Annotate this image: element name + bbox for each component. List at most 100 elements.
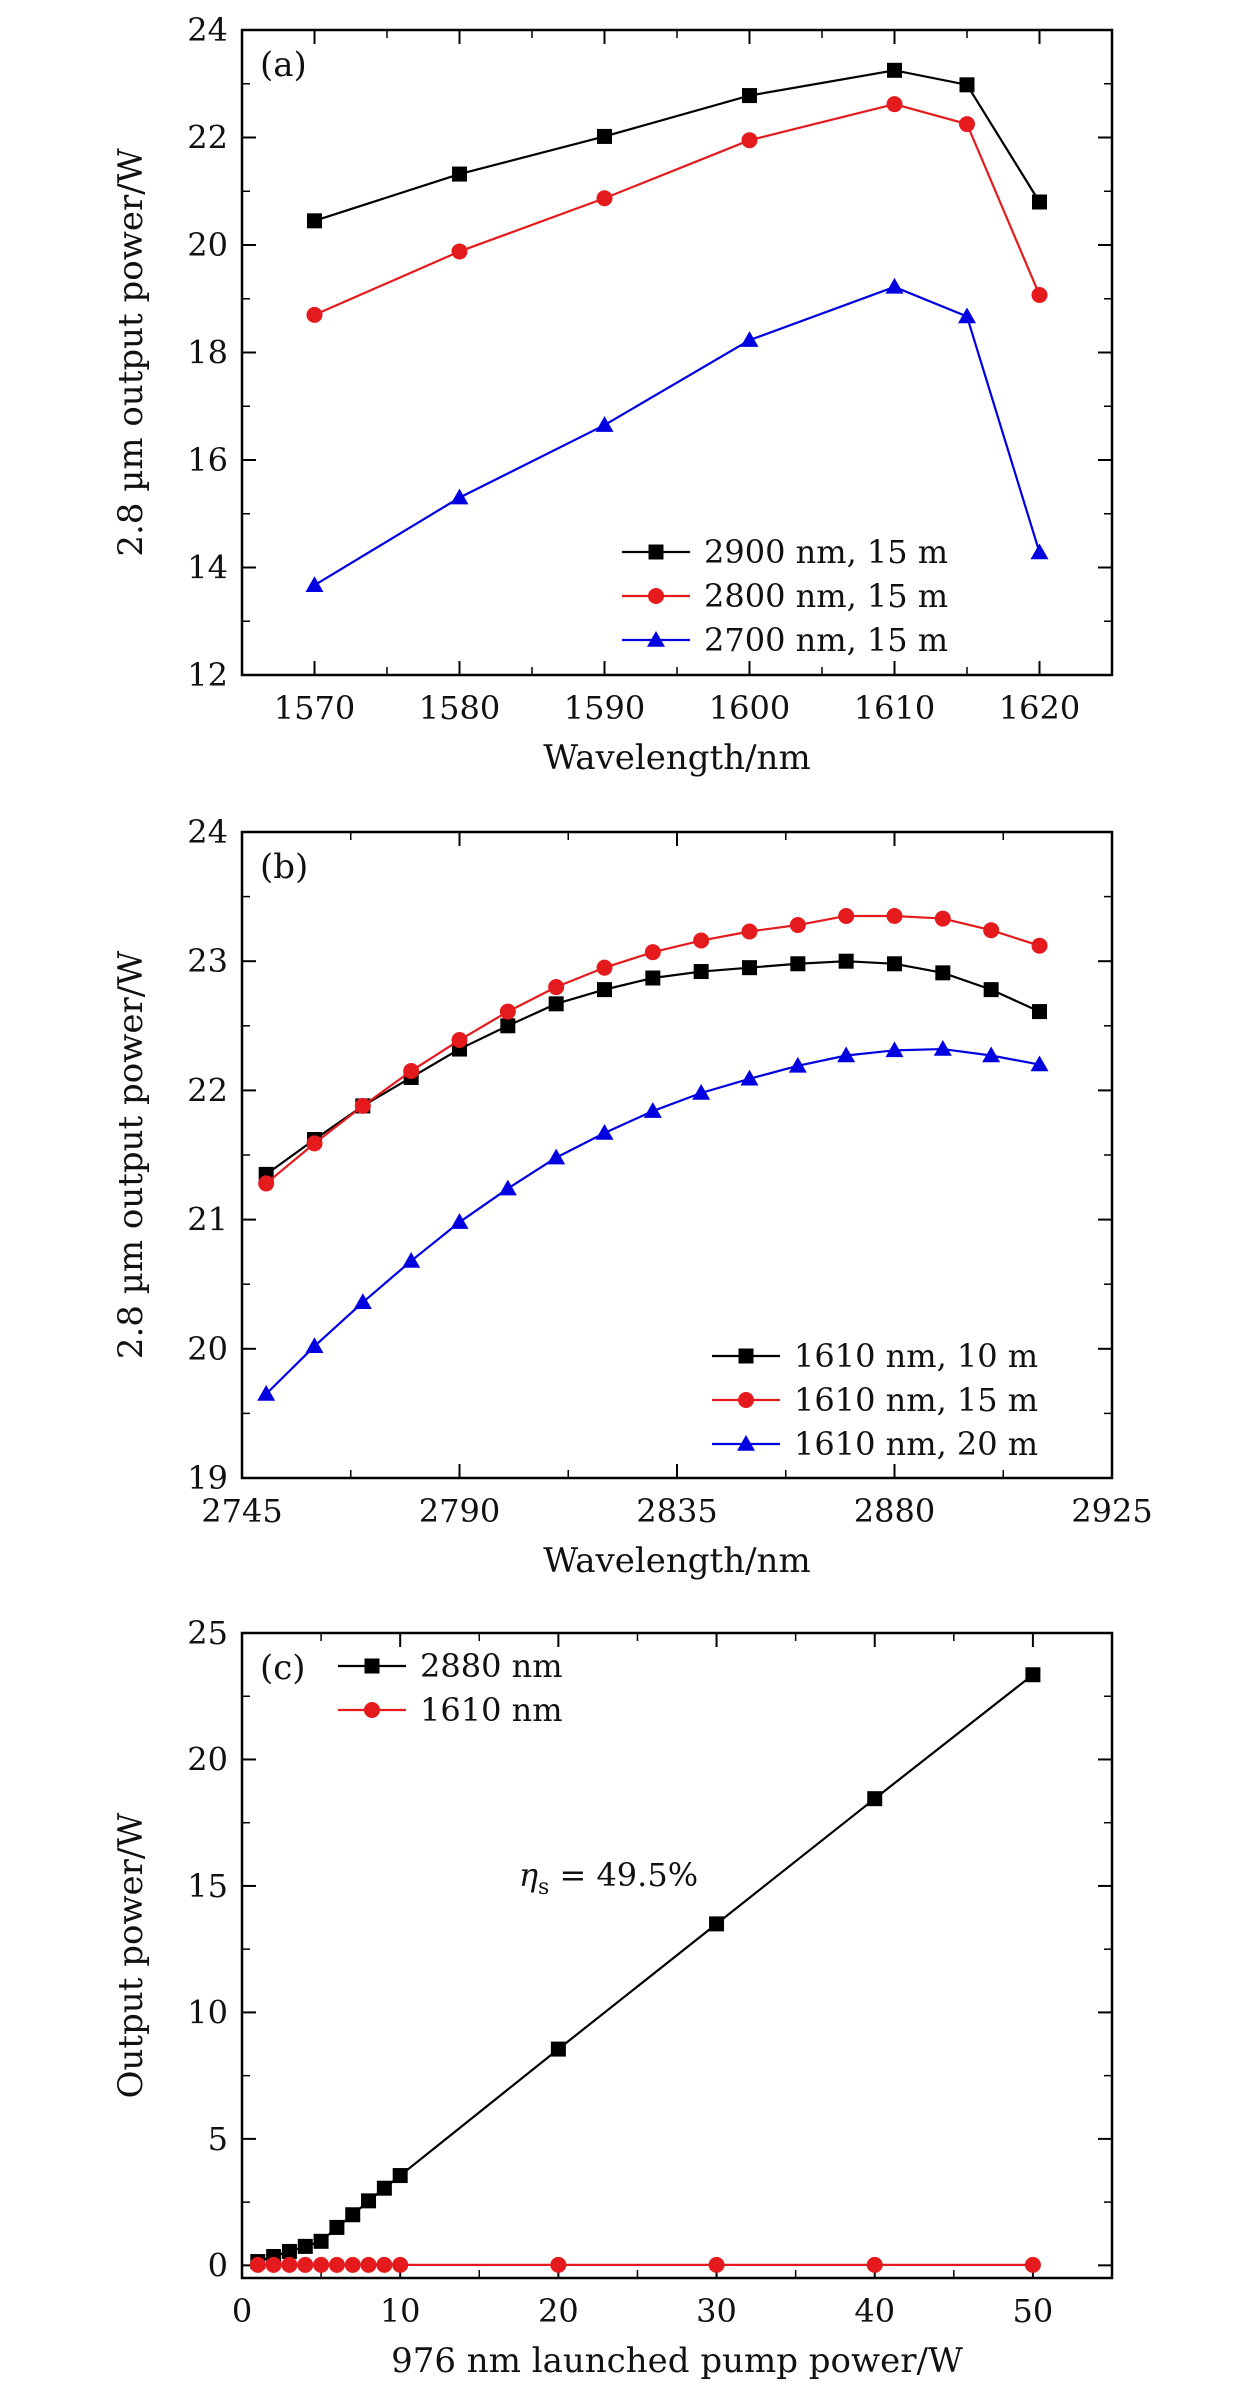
data-point: [265, 2256, 282, 2273]
data-point: [451, 1032, 468, 1049]
y-tick-label: 16: [187, 441, 228, 479]
x-tick-label: 1610: [854, 689, 935, 727]
y-tick-label: 18: [187, 334, 228, 372]
data-point: [328, 2256, 345, 2273]
x-tick-label: 2880: [854, 1492, 935, 1530]
legend: 1610 nm, 10 m 1610 nm, 15 m 1610 nm, 20 m: [712, 1337, 1038, 1463]
data-point: [934, 910, 951, 927]
x-tick-label: 0: [232, 2292, 252, 2330]
data-point: [297, 2256, 314, 2273]
data-point: [451, 243, 468, 260]
x-axis-title: Wavelength/nm: [543, 1541, 810, 1581]
data-point: [866, 2256, 883, 2273]
data-point: [257, 1385, 276, 1401]
data-point: [644, 944, 661, 961]
data-point: [376, 2256, 393, 2273]
data-point: [708, 2256, 725, 2273]
series-2: [249, 2256, 1041, 2273]
data-point: [885, 277, 904, 294]
y-tick-label: 24: [187, 11, 228, 49]
data-point: [595, 416, 614, 432]
y-axis-title: 2.8 µm output power/W: [111, 951, 151, 1359]
data-point: [329, 2219, 345, 2235]
data-point: [867, 1791, 883, 1807]
panel-label: (b): [260, 847, 308, 887]
data-point: [597, 982, 612, 998]
data-point: [741, 132, 758, 149]
x-tick-label: 30: [696, 2292, 737, 2330]
data-point: [550, 2041, 566, 2057]
data-point: [788, 1056, 807, 1073]
chart-panel-3: 0 10 20 30 40 50 0 5 10 15 20 25 976 nm launched pum…: [111, 1614, 1114, 2381]
data-point: [1030, 1055, 1049, 1072]
data-point: [740, 331, 759, 347]
legend-label: 1610 nm: [420, 1691, 563, 1729]
x-tick-label: 2925: [1071, 1492, 1152, 1530]
x-tick-label: 40: [854, 2292, 895, 2330]
x-axis-title: Wavelength/nm: [543, 738, 810, 778]
data-point: [392, 2168, 408, 2184]
data-point: [838, 907, 855, 924]
data-point: [548, 996, 564, 1012]
x-tick-label: 2745: [201, 1492, 282, 1530]
data-point: [1031, 286, 1048, 303]
x-tick-label: 2835: [636, 1492, 717, 1530]
data-point: [983, 982, 999, 998]
data-point: [742, 88, 757, 104]
y-tick-label: 20: [187, 226, 228, 264]
legend-marker: [737, 1435, 755, 1451]
legend-label: 2700 nm, 15 m: [704, 621, 948, 659]
data-point: [306, 306, 323, 323]
data-point: [837, 1046, 856, 1063]
data-point: [1030, 543, 1049, 560]
annotation-value: = 49.5%: [549, 1856, 698, 1894]
data-point: [1031, 937, 1048, 954]
y-tick-label: 12: [187, 656, 228, 694]
data-point: [1032, 1004, 1047, 1020]
data-point: [693, 964, 709, 980]
data-point: [258, 1175, 275, 1192]
data-point: [1024, 2256, 1041, 2273]
y-tick-label: 22: [187, 1071, 228, 1109]
legend-marker: [738, 1348, 754, 1364]
x-tick-label: 1600: [709, 689, 790, 727]
panel-label: (a): [260, 45, 307, 85]
y-tick-label: 20: [187, 1330, 228, 1368]
x-tick-label: 1590: [564, 689, 645, 727]
legend: 2900 nm, 15 m 2800 nm, 15 m 2700 nm, 15 m: [622, 533, 948, 659]
y-tick-label: 15: [187, 1867, 228, 1905]
data-point: [1025, 1667, 1041, 1683]
x-tick-label: 1580: [419, 689, 500, 727]
chart-panel-2: 2745 2790 2835 2880 2925 19 20 21 22 23 24 Waveleng…: [111, 813, 1153, 1581]
data-point: [376, 2180, 392, 2196]
annotation-subscript: s: [538, 1875, 549, 1900]
x-tick-label: 2790: [419, 1492, 500, 1530]
data-point: [249, 2256, 266, 2273]
data-point: [392, 2256, 409, 2273]
data-point: [297, 2238, 313, 2254]
data-point: [450, 1213, 469, 1229]
data-point: [498, 1179, 517, 1196]
series-1: [258, 953, 1047, 1182]
data-point: [595, 1124, 614, 1140]
data-point: [281, 2256, 298, 2273]
series-2: [306, 96, 1048, 323]
y-axis-title: 2.8 µm output power/W: [111, 148, 151, 556]
legend-label: 2880 nm: [420, 1647, 563, 1685]
plot-frame: [240, 28, 1114, 677]
y-tick-label: 20: [187, 1740, 228, 1778]
y-tick-label: 24: [187, 813, 228, 851]
data-point: [886, 907, 903, 924]
data-point: [547, 1148, 566, 1165]
data-point: [959, 77, 975, 93]
y-tick-label: 0: [208, 2246, 228, 2284]
legend-label: 2900 nm, 15 m: [704, 533, 948, 571]
y-tick-label: 5: [208, 2120, 228, 2158]
data-point: [885, 1041, 904, 1058]
data-point: [596, 959, 613, 976]
y-tick-label: 19: [187, 1459, 228, 1497]
data-point: [450, 488, 469, 505]
data-point: [360, 2256, 377, 2273]
data-point: [354, 1097, 371, 1114]
